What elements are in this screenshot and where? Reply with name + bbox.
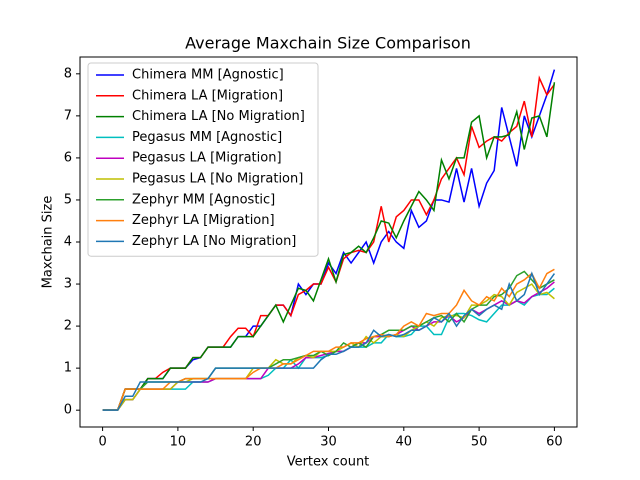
x-tick-label: 60 (546, 435, 563, 450)
series-line (102, 271, 556, 411)
legend-label: Pegasus MM [Agnostic] (132, 130, 282, 145)
y-tick-label: 1 (64, 361, 72, 376)
legend-label: Chimera LA [Migration] (132, 88, 283, 103)
x-tick-label: 20 (245, 435, 262, 450)
legend-label: Zephyr LA [Migration] (132, 213, 275, 228)
x-tick-label: 30 (320, 435, 337, 450)
y-tick-label: 5 (64, 192, 72, 207)
x-tick-label: 0 (98, 435, 106, 450)
x-tick-label: 10 (170, 435, 187, 450)
y-tick-label: 3 (64, 277, 72, 292)
legend-label: Pegasus LA [No Migration] (132, 172, 303, 187)
chart-title: Average Maxchain Size Comparison (185, 34, 471, 53)
y-tick-label: 0 (64, 403, 72, 418)
legend-label: Zephyr LA [No Migration] (132, 234, 296, 249)
x-axis-label: Vertex count (287, 455, 370, 470)
legend-label: Zephyr MM [Agnostic] (132, 192, 275, 207)
series-line (102, 287, 555, 411)
y-axis-label: Maxchain Size (41, 196, 56, 289)
y-tick-label: 2 (64, 319, 72, 334)
series-line (102, 82, 556, 411)
y-tick-label: 8 (64, 66, 72, 81)
x-tick-label: 40 (396, 435, 413, 450)
legend-box (87, 62, 319, 257)
y-tick-label: 6 (64, 150, 72, 165)
y-tick-label: 7 (64, 108, 72, 123)
series-line (102, 283, 555, 411)
y-tick-label: 4 (64, 235, 72, 250)
x-tick-label: 50 (471, 435, 488, 450)
plot-frame (79, 56, 578, 428)
legend-label: Chimera LA [No Migration] (132, 109, 305, 124)
legend-label: Chimera MM [Agnostic] (132, 68, 284, 83)
legend-label: Pegasus LA [Migration] (132, 151, 282, 166)
